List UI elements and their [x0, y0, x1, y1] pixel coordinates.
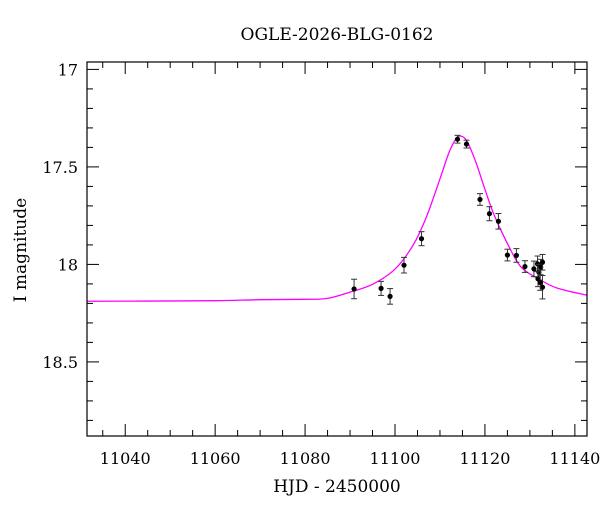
- model-curve-group: [86, 135, 588, 302]
- x-tick-label: 11100: [370, 449, 421, 468]
- data-points-group: [351, 134, 546, 305]
- data-point: [378, 280, 385, 296]
- x-tick-label: 11140: [549, 449, 600, 468]
- data-point: [537, 274, 544, 291]
- point-marker: [351, 286, 357, 292]
- data-point: [495, 213, 502, 230]
- point-marker: [387, 293, 393, 299]
- point-marker: [537, 279, 543, 286]
- point-marker: [378, 285, 384, 291]
- point-marker: [539, 259, 546, 265]
- data-point: [539, 275, 546, 300]
- data-point: [400, 256, 407, 274]
- data-point: [463, 139, 470, 149]
- point-marker: [477, 196, 483, 203]
- data-point: [454, 134, 461, 144]
- data-point: [504, 248, 511, 262]
- point-marker: [513, 252, 520, 259]
- x-tick-label: 11120: [459, 449, 510, 468]
- chart-title: OGLE-2026-BLG-0162: [241, 25, 434, 45]
- y-axis-label: I magnitude: [11, 198, 31, 302]
- data-point: [418, 231, 425, 247]
- data-point: [351, 278, 358, 300]
- point-marker: [522, 263, 528, 270]
- x-tick-label: 11080: [280, 449, 331, 468]
- plot-frame: [86, 61, 588, 437]
- axis-ticks: 11040 11060 11080 11100 11120 11140 17 17.5 18 18…: [42, 60, 600, 468]
- point-marker: [418, 236, 425, 242]
- y-tick-label: 18.5: [42, 353, 78, 372]
- point-marker: [531, 266, 537, 272]
- y-tick-label: 17.5: [42, 158, 78, 177]
- point-marker: [495, 218, 502, 224]
- data-point: [486, 206, 493, 222]
- point-marker: [463, 141, 470, 147]
- data-point: [387, 288, 394, 305]
- data-point: [530, 260, 537, 278]
- x-tick-label: 11040: [100, 449, 151, 468]
- model-curve: [86, 135, 588, 302]
- point-marker: [401, 262, 407, 268]
- point-marker: [539, 284, 546, 290]
- x-axis-label: HJD - 2450000: [273, 477, 401, 497]
- data-point: [476, 193, 483, 206]
- data-point: [539, 253, 546, 271]
- point-marker: [454, 136, 461, 142]
- point-marker: [486, 211, 493, 217]
- data-point: [521, 260, 528, 273]
- y-tick-label: 17: [58, 60, 78, 79]
- y-tick-label: 18: [58, 255, 78, 274]
- data-point: [513, 248, 520, 263]
- point-marker: [504, 252, 511, 258]
- x-tick-label: 11060: [190, 449, 241, 468]
